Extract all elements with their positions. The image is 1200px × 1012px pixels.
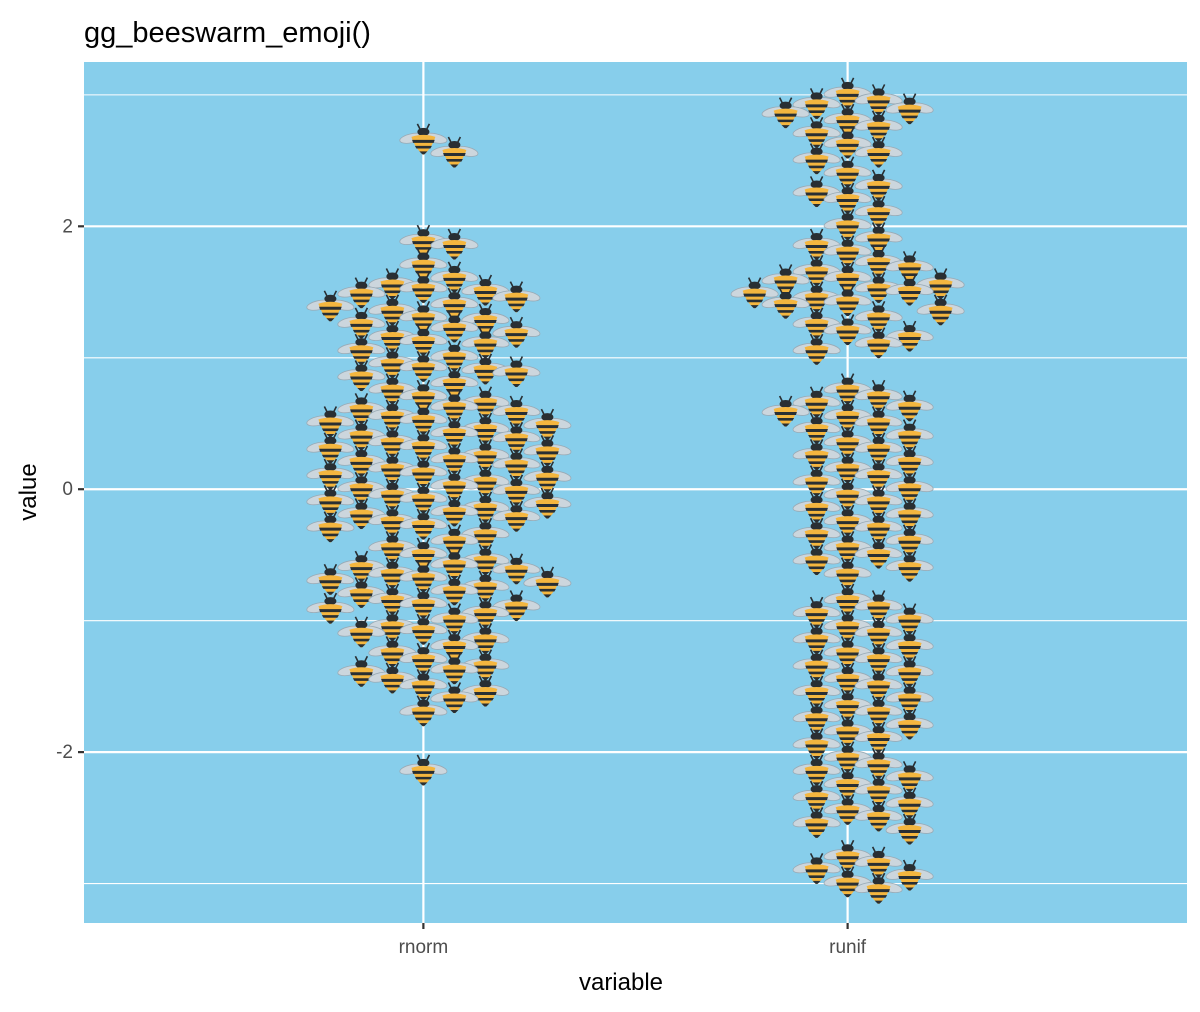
plot-panel	[84, 62, 1187, 923]
chart-title: gg_beeswarm_emoji()	[84, 17, 371, 49]
axes: -2 0 2 rnorm runif	[56, 216, 867, 958]
x-axis-title: variable	[579, 969, 663, 996]
y-axis-title: value	[15, 463, 42, 520]
y-tick-label: 0	[62, 479, 73, 500]
y-tick-label: 2	[62, 216, 73, 237]
y-tick-label: -2	[56, 742, 73, 763]
x-tick-label: rnorm	[399, 937, 449, 958]
x-tick-label: runif	[829, 937, 867, 958]
